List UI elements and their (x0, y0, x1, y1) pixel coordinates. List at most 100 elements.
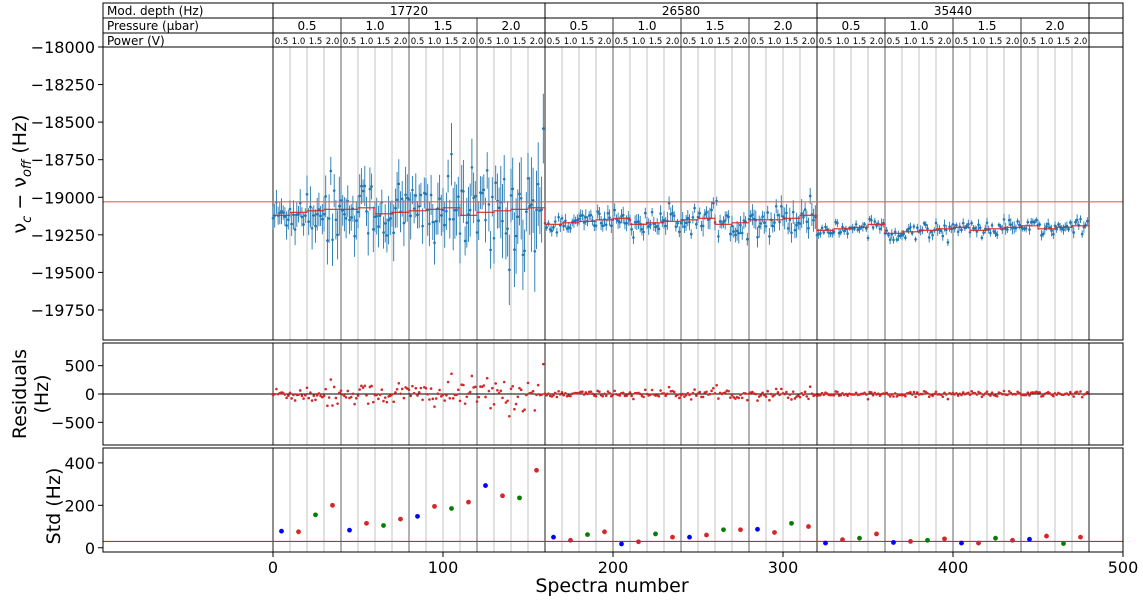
power-label: 1.5 (717, 37, 731, 47)
data-point (1065, 224, 1069, 228)
residual-point (327, 396, 331, 399)
data-point (438, 197, 441, 200)
data-point (480, 191, 484, 195)
data-point (723, 219, 727, 222)
residual-point (468, 390, 472, 394)
residual-point (485, 376, 489, 380)
residual-point (951, 391, 955, 395)
std-point (347, 527, 352, 533)
y-tick-label: −19000 (31, 188, 95, 207)
power-label: 1.5 (377, 37, 391, 47)
residual-point (909, 391, 912, 394)
data-point (686, 216, 690, 220)
data-point (448, 217, 452, 221)
data-point (832, 230, 836, 234)
std-point (789, 520, 794, 526)
residual-point (385, 400, 389, 404)
data-point (443, 223, 447, 227)
residual-point (723, 391, 727, 394)
residual-point (355, 396, 358, 400)
residual-point (322, 394, 326, 398)
residual-point (474, 385, 477, 389)
data-point (372, 228, 375, 231)
power-label: 1.0 (632, 37, 646, 47)
data-point (878, 227, 882, 231)
residual-point (326, 404, 329, 408)
data-point (679, 221, 683, 225)
std-y-axis-label: Std (Hz) (43, 468, 65, 545)
residual-point (377, 397, 380, 401)
residual-point (774, 387, 778, 391)
residual-point (421, 398, 424, 402)
data-point (474, 194, 477, 198)
residual-point (844, 392, 848, 396)
residual-point (955, 391, 958, 395)
residual-point (543, 392, 547, 395)
data-point (854, 222, 858, 226)
residual-point (360, 384, 363, 388)
data-point (569, 226, 572, 230)
residual-point (681, 392, 684, 396)
residual-point (390, 393, 394, 396)
data-point (655, 225, 659, 228)
residual-point (501, 396, 504, 400)
data-point (746, 237, 749, 241)
residual-point (293, 399, 297, 402)
residual-point (402, 396, 406, 400)
data-point (989, 231, 992, 235)
power-label: 0.5 (955, 37, 969, 47)
std-point (483, 483, 488, 488)
residual-point (394, 391, 397, 394)
residuals-panel (103, 362, 1123, 418)
residual-point (297, 393, 300, 397)
top-panel (103, 93, 1123, 306)
residual-point (304, 393, 307, 397)
data-point (802, 215, 805, 219)
residual-point (392, 400, 396, 404)
data-point (618, 221, 622, 224)
data-point (601, 224, 605, 227)
data-point (598, 212, 601, 216)
residual-point (780, 387, 783, 391)
data-point (888, 238, 892, 242)
data-point (610, 224, 613, 228)
residual-point (642, 395, 645, 399)
data-point (492, 236, 496, 240)
residual-point (621, 391, 625, 395)
data-point (904, 236, 907, 240)
data-point (377, 225, 380, 228)
mod-depth-label: 35440 (934, 4, 972, 18)
residual-point (411, 384, 414, 388)
data-point (951, 222, 955, 226)
residual-point (470, 374, 474, 378)
residual-point (382, 399, 385, 403)
residual-point (591, 392, 594, 396)
data-point (394, 206, 397, 210)
residual-point (688, 393, 691, 397)
data-point (310, 227, 314, 230)
data-point (604, 223, 608, 227)
residual-point (462, 383, 465, 387)
residual-point (839, 393, 843, 397)
data-point (545, 226, 548, 229)
y-tick-label: −18250 (31, 76, 95, 95)
residual-point (657, 395, 661, 398)
data-point (1050, 229, 1053, 232)
data-point (594, 224, 598, 228)
residual-point (1072, 395, 1075, 398)
header-row-label: Mod. depth (Hz) (107, 4, 203, 18)
data-point (734, 233, 737, 237)
residual-point (314, 398, 317, 402)
data-point (984, 227, 987, 231)
residual-point (426, 392, 430, 396)
residual-point (375, 393, 379, 397)
data-point (450, 152, 453, 156)
data-point (497, 206, 501, 210)
data-point (696, 215, 700, 219)
residual-point (968, 393, 972, 397)
std-point (772, 530, 777, 535)
data-point (910, 231, 914, 235)
residual-point (876, 392, 880, 395)
data-point (774, 204, 778, 208)
